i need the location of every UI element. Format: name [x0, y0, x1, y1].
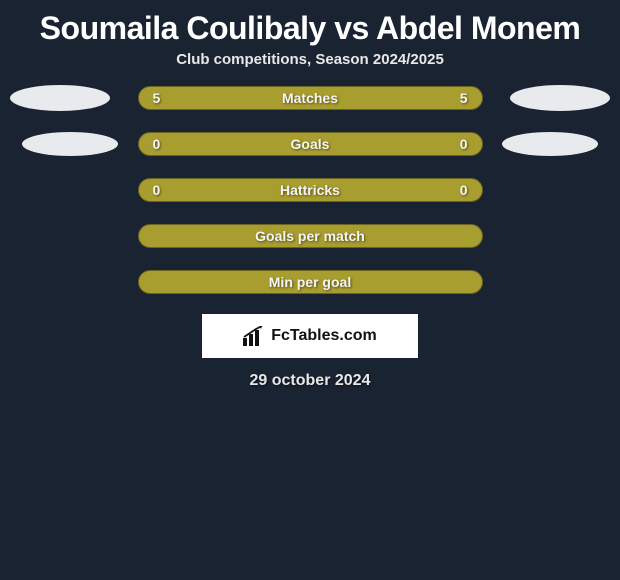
stat-right-value: 0 [460, 136, 468, 152]
stat-bar: 0 Goals 0 [138, 132, 483, 156]
comparison-title: Soumaila Coulibaly vs Abdel Monem [0, 0, 620, 51]
snapshot-date: 29 october 2024 [0, 372, 620, 390]
stat-right-value: 0 [460, 182, 468, 198]
stat-label: Matches [282, 90, 338, 106]
stat-rows: 5 Matches 5 0 Goals 0 0 Hattricks 0 Goals per mat… [0, 86, 620, 294]
stat-row: 0 Goals 0 [0, 132, 620, 156]
chart-icon [243, 326, 265, 346]
stat-label: Hattricks [280, 182, 340, 198]
fctables-logo: FcTables.com [202, 314, 418, 358]
stat-label: Goals per match [255, 228, 365, 244]
stat-left-value: 5 [153, 90, 161, 106]
stat-label: Goals [291, 136, 330, 152]
stat-right-value: 5 [460, 90, 468, 106]
stat-bar: Goals per match [138, 224, 483, 248]
stat-label: Min per goal [269, 274, 351, 290]
stat-left-value: 0 [153, 182, 161, 198]
player-right-indicator [502, 132, 598, 156]
stat-bar: 5 Matches 5 [138, 86, 483, 110]
stat-bar: Min per goal [138, 270, 483, 294]
stat-row: 0 Hattricks 0 [0, 178, 620, 202]
comparison-subtitle: Club competitions, Season 2024/2025 [0, 51, 620, 68]
player-left-indicator [10, 85, 110, 111]
stat-row: Goals per match [0, 224, 620, 248]
stat-left-value: 0 [153, 136, 161, 152]
logo-text: FcTables.com [271, 327, 377, 345]
player-left-indicator [22, 132, 118, 156]
stat-bar: 0 Hattricks 0 [138, 178, 483, 202]
player-right-indicator [510, 85, 610, 111]
stat-row: 5 Matches 5 [0, 86, 620, 110]
stat-row: Min per goal [0, 270, 620, 294]
